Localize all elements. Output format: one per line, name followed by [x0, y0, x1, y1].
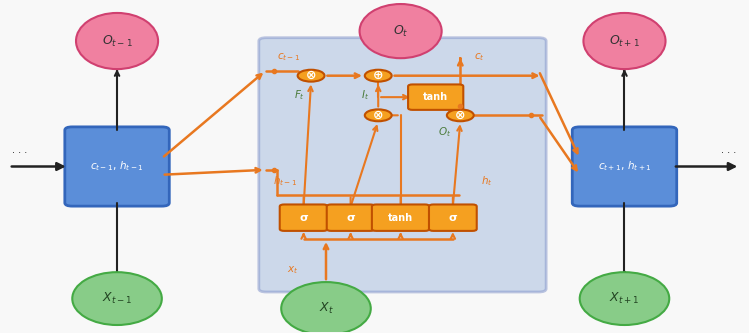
Text: ⊗: ⊗: [373, 109, 383, 122]
Text: σ: σ: [300, 213, 308, 223]
FancyBboxPatch shape: [372, 204, 429, 231]
FancyBboxPatch shape: [259, 38, 546, 292]
Ellipse shape: [281, 282, 371, 333]
Text: $h_t$: $h_t$: [481, 174, 492, 188]
Circle shape: [365, 70, 392, 82]
FancyBboxPatch shape: [327, 204, 374, 231]
FancyBboxPatch shape: [408, 85, 464, 110]
Text: $h_{t-1}$: $h_{t-1}$: [273, 174, 297, 188]
Ellipse shape: [580, 272, 670, 325]
Text: $O_{{t+1}}$: $O_{{t+1}}$: [609, 33, 640, 49]
Ellipse shape: [583, 13, 666, 69]
Text: $F_t$: $F_t$: [294, 89, 306, 103]
Text: ⊗: ⊗: [455, 109, 466, 122]
Text: $I_t$: $I_t$: [361, 89, 369, 103]
Text: $X_{{t+1}}$: $X_{{t+1}}$: [610, 291, 640, 306]
Text: tanh: tanh: [423, 92, 448, 102]
Text: σ: σ: [346, 213, 355, 223]
FancyBboxPatch shape: [572, 127, 676, 206]
Text: tanh: tanh: [388, 213, 413, 223]
Ellipse shape: [76, 13, 158, 69]
Text: ⊗: ⊗: [306, 69, 316, 82]
Text: $X_{t}$: $X_{t}$: [318, 301, 333, 316]
Text: σ: σ: [449, 213, 457, 223]
Ellipse shape: [360, 4, 442, 58]
Text: $x_t$: $x_t$: [287, 265, 298, 276]
Text: $O_{{t-1}}$: $O_{{t-1}}$: [102, 33, 133, 49]
FancyBboxPatch shape: [429, 204, 476, 231]
Text: · · ·: · · ·: [721, 148, 736, 158]
FancyBboxPatch shape: [65, 127, 169, 206]
Text: $c_{t+1},\,h_{t+1}$: $c_{t+1},\,h_{t+1}$: [598, 160, 652, 173]
Text: · · ·: · · ·: [13, 148, 28, 158]
FancyBboxPatch shape: [279, 204, 327, 231]
Circle shape: [447, 109, 474, 121]
Text: $c_{t-1},\,h_{t-1}$: $c_{t-1},\,h_{t-1}$: [90, 160, 144, 173]
Circle shape: [297, 70, 324, 82]
Text: $O_{t}$: $O_{t}$: [392, 24, 408, 39]
Ellipse shape: [73, 272, 162, 325]
Text: $X_{{t-1}}$: $X_{{t-1}}$: [102, 291, 132, 306]
Text: $c_t$: $c_t$: [473, 52, 485, 63]
Text: $c_{t-1}$: $c_{t-1}$: [277, 52, 300, 63]
Circle shape: [365, 109, 392, 121]
Text: ⊕: ⊕: [373, 69, 383, 82]
Text: $O_t$: $O_t$: [438, 125, 451, 139]
